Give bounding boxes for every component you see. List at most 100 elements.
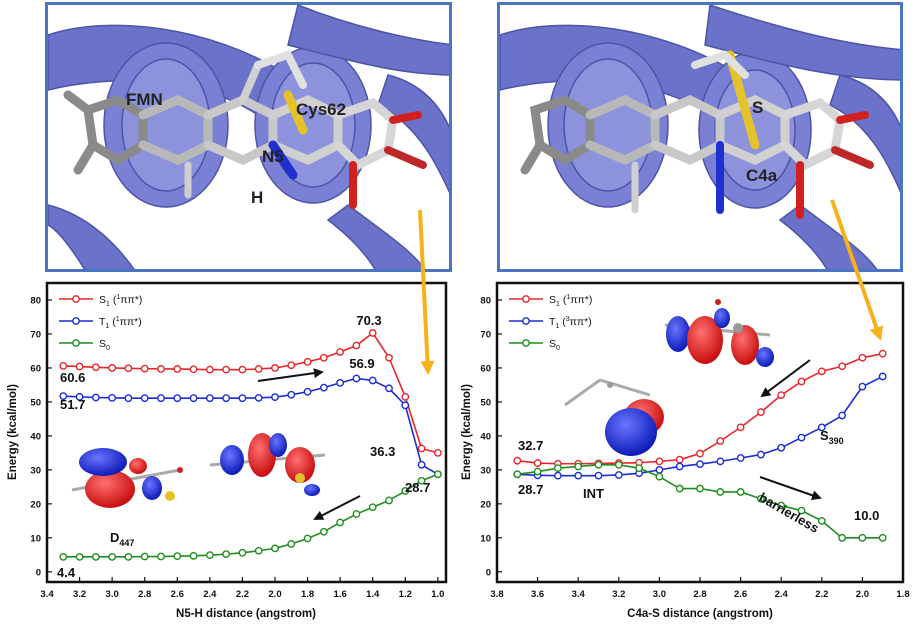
x-tick-label: 1.6 <box>334 589 347 600</box>
data-point-t1 <box>59 392 68 401</box>
y-tick-label: 70 <box>480 329 491 340</box>
arrow-s1-downhill <box>760 359 811 398</box>
data-point-t1 <box>777 443 786 452</box>
arrow-s0-path <box>313 495 361 520</box>
data-point-s0 <box>303 534 312 543</box>
data-point-s1 <box>59 362 68 370</box>
data-point-s0 <box>777 501 786 510</box>
data-point-t1 <box>757 450 765 459</box>
arrow-s1-uphill <box>257 368 324 382</box>
legend-marker-s1 <box>72 295 80 303</box>
x-tick-label: 3.4 <box>40 589 54 600</box>
data-point-s0 <box>385 496 393 505</box>
data-point-s0 <box>222 550 231 559</box>
data-point-t1 <box>385 384 393 393</box>
label-t1-start: 28.7 <box>518 482 543 497</box>
x-tick-label: 1.2 <box>399 589 412 600</box>
data-point-s1 <box>287 361 296 370</box>
data-point-t1 <box>594 471 603 480</box>
axis-ticks: 3.8 3.6 3.4 3.2 3.0 2.8 2.6 2.4 2.2 2.0 1.8 0 10 20 30… <box>480 295 909 600</box>
data-point-s0 <box>75 552 84 561</box>
legend-marker-t1 <box>72 317 80 325</box>
x-tick-label: 2.8 <box>693 589 706 600</box>
data-point-s0 <box>736 488 745 496</box>
x-tick-label: 1.4 <box>366 589 380 600</box>
legend-marker-s0 <box>522 339 530 347</box>
data-point-s1 <box>533 459 542 467</box>
data-point-t1 <box>271 393 279 402</box>
data-point-s0 <box>655 472 664 481</box>
data-point-s0 <box>675 484 684 493</box>
data-point-s1 <box>757 408 765 417</box>
x-tick-label: 1.8 <box>896 589 909 600</box>
x-tick-label: 3.8 <box>490 589 503 600</box>
legend-label-s0: S0 <box>99 338 110 352</box>
y-tick-label: 40 <box>480 431 491 442</box>
legend-label-t1: T1 (1ππ*) <box>99 316 142 330</box>
data-point-s0 <box>635 464 643 473</box>
x-tick-label: 2.6 <box>171 589 184 600</box>
data-point-s1 <box>222 365 231 374</box>
data-point-s0 <box>108 552 117 561</box>
data-point-t1 <box>140 394 149 403</box>
label-crossing: 36.3 <box>370 444 395 459</box>
label-s: S <box>752 98 763 117</box>
x-tick-label: 3.6 <box>531 589 544 600</box>
data-point-t1 <box>417 460 426 469</box>
data-point-s1 <box>655 457 664 466</box>
y-tick-label: 50 <box>480 397 491 408</box>
data-point-t1 <box>878 372 887 381</box>
data-point-t1 <box>675 462 684 471</box>
data-point-t1 <box>655 465 664 474</box>
data-point-t1 <box>336 378 345 387</box>
label-s390: S390 <box>820 428 844 446</box>
data-point-s0 <box>574 462 583 471</box>
data-point-s1 <box>858 353 867 362</box>
data-point-t1 <box>189 394 198 403</box>
data-point-s0 <box>696 484 704 493</box>
data-point-s0 <box>319 527 328 536</box>
data-point-s0 <box>140 552 149 561</box>
x-tick-label: 2.2 <box>236 589 249 600</box>
fmn-molecule <box>63 50 427 209</box>
data-point-t1 <box>124 394 133 403</box>
data-point-t1 <box>238 394 247 403</box>
y-tick-label: 10 <box>480 533 491 544</box>
data-point-s0 <box>554 464 562 473</box>
data-point-t1 <box>303 387 312 396</box>
arrow-s0-barrierless <box>759 476 822 501</box>
data-point-t1 <box>173 394 182 403</box>
data-point-t1 <box>91 393 100 402</box>
label-s1-start: 60.6 <box>60 370 85 385</box>
orbital-picture-d447 <box>71 448 183 508</box>
data-point-s0 <box>858 533 867 542</box>
data-point-s1 <box>696 449 704 458</box>
x-tick-label: 2.2 <box>815 589 828 600</box>
data-point-t1 <box>368 376 377 385</box>
x-tick-label: 3.2 <box>73 589 86 600</box>
data-point-t1 <box>75 392 84 401</box>
protein-structure-left: FMN Cys62 N5 H <box>48 5 449 269</box>
data-point-s0 <box>91 552 100 561</box>
fmn-molecule <box>520 50 874 219</box>
protein-panel-right: S C4a <box>497 2 903 272</box>
data-point-s1 <box>140 364 149 373</box>
data-point-s0 <box>352 510 361 518</box>
data-point-s1 <box>75 362 84 371</box>
data-point-s0 <box>368 503 377 512</box>
y-axis-title: Energy (kcal/mol) <box>7 384 19 480</box>
label-h: H <box>251 188 263 207</box>
data-point-s1 <box>205 365 214 374</box>
chart-c4as: 3.8 3.6 3.4 3.2 3.0 2.8 2.6 2.4 2.2 2.0 1.8 0 10 20 30… <box>461 281 910 620</box>
data-point-t1 <box>254 393 263 402</box>
x-tick-label: 3.2 <box>612 589 625 600</box>
data-point-s0 <box>838 533 846 542</box>
y-tick-label: 40 <box>30 431 41 442</box>
chart-n5h: 3.4 3.2 3.0 2.8 2.6 2.4 2.2 2.0 1.8 1.6 1.4 1.2 1.0 0… <box>7 281 448 620</box>
data-point-s1 <box>108 364 117 372</box>
y-tick-label: 10 <box>30 533 41 544</box>
data-point-s1 <box>91 363 100 372</box>
legend-label-s1: S1 (1ππ*) <box>99 294 142 308</box>
x-tick-label: 2.4 <box>203 589 217 600</box>
data-point-s1 <box>417 444 426 453</box>
